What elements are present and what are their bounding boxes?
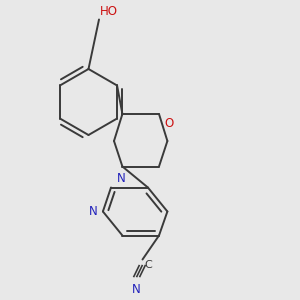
Text: O: O [164, 117, 173, 130]
Text: HO: HO [100, 5, 118, 18]
Text: N: N [116, 172, 125, 185]
Text: N: N [89, 205, 98, 218]
Text: C: C [144, 260, 152, 270]
Text: N: N [132, 283, 141, 296]
